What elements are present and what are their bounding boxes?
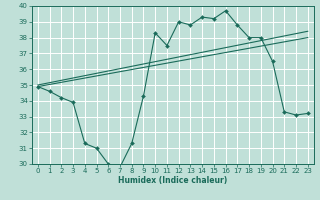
X-axis label: Humidex (Indice chaleur): Humidex (Indice chaleur) bbox=[118, 176, 228, 185]
